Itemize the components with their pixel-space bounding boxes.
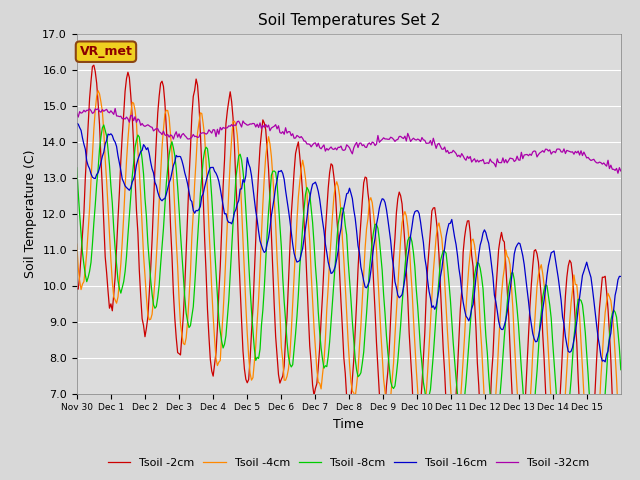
Tsoil -8cm: [593, 459, 600, 465]
Tsoil -2cm: [110, 292, 118, 298]
Line: Tsoil -32cm: Tsoil -32cm: [77, 108, 621, 173]
Tsoil -4cm: [543, 322, 551, 328]
Tsoil -8cm: [73, 165, 81, 171]
Tsoil -8cm: [92, 202, 99, 208]
Tsoil -32cm: [614, 170, 622, 176]
Tsoil -2cm: [543, 421, 551, 427]
Tsoil -8cm: [110, 226, 118, 231]
Tsoil -32cm: [617, 168, 625, 174]
Tsoil -8cm: [617, 367, 625, 372]
Tsoil -4cm: [617, 454, 625, 460]
Tsoil -16cm: [617, 274, 625, 279]
Tsoil -2cm: [73, 286, 81, 291]
Tsoil -32cm: [108, 109, 116, 115]
Text: VR_met: VR_met: [79, 45, 132, 58]
Tsoil -8cm: [462, 380, 470, 385]
Tsoil -4cm: [110, 294, 118, 300]
Tsoil -16cm: [353, 228, 360, 234]
Tsoil -16cm: [461, 307, 468, 312]
Tsoil -16cm: [614, 277, 622, 283]
Tsoil -4cm: [462, 306, 470, 312]
Tsoil -32cm: [543, 146, 551, 152]
Tsoil -32cm: [92, 106, 99, 112]
Tsoil -16cm: [92, 176, 99, 181]
Tsoil -4cm: [616, 431, 623, 436]
Line: Tsoil -8cm: Tsoil -8cm: [77, 125, 621, 462]
Tsoil -2cm: [462, 225, 470, 230]
Line: Tsoil -4cm: Tsoil -4cm: [77, 91, 621, 480]
Tsoil -32cm: [616, 165, 623, 170]
Tsoil -32cm: [111, 106, 119, 111]
Tsoil -16cm: [108, 132, 116, 138]
Tsoil -8cm: [616, 345, 623, 351]
Tsoil -16cm: [602, 359, 609, 365]
Legend: Tsoil -2cm, Tsoil -4cm, Tsoil -8cm, Tsoil -16cm, Tsoil -32cm: Tsoil -2cm, Tsoil -4cm, Tsoil -8cm, Tsoi…: [104, 453, 594, 472]
Tsoil -8cm: [543, 283, 551, 288]
Tsoil -4cm: [354, 368, 362, 374]
Line: Tsoil -16cm: Tsoil -16cm: [77, 123, 621, 362]
Tsoil -16cm: [73, 120, 81, 126]
Tsoil -16cm: [541, 286, 549, 292]
Tsoil -8cm: [100, 122, 108, 128]
Tsoil -32cm: [73, 110, 81, 116]
Tsoil -8cm: [354, 374, 362, 380]
Tsoil -32cm: [354, 144, 362, 150]
Y-axis label: Soil Temperature (C): Soil Temperature (C): [24, 149, 36, 278]
Tsoil -2cm: [90, 62, 98, 68]
Tsoil -2cm: [354, 266, 362, 272]
Title: Soil Temperatures Set 2: Soil Temperatures Set 2: [258, 13, 440, 28]
X-axis label: Time: Time: [333, 418, 364, 431]
Tsoil -2cm: [93, 80, 100, 86]
Tsoil -4cm: [73, 241, 81, 247]
Tsoil -4cm: [92, 107, 99, 113]
Tsoil -32cm: [462, 157, 470, 163]
Line: Tsoil -2cm: Tsoil -2cm: [77, 65, 621, 480]
Tsoil -4cm: [94, 88, 102, 94]
